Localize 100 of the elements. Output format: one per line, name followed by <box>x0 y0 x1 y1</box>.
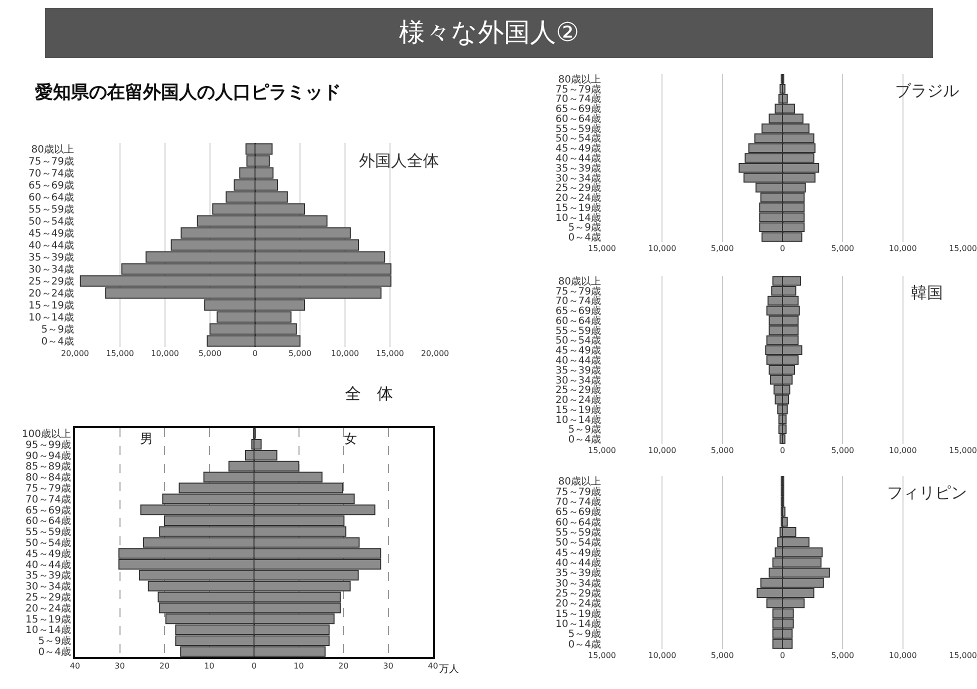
y-tick-label: 75～79歳 <box>556 285 601 298</box>
y-tick-label: 40～44歳 <box>556 354 601 366</box>
y-tick-label: 5～9歳 <box>38 635 71 648</box>
x-tick-label: 20 <box>159 662 170 671</box>
y-tick-label: 70～74歳 <box>26 493 71 506</box>
y-tick-label: 60～64歳 <box>556 516 601 528</box>
x-tick-label: 10,000 <box>888 446 917 455</box>
x-tick-label: 10,000 <box>888 651 917 660</box>
y-tick-label: 40～44歳 <box>556 152 601 164</box>
y-tick-label: 35～39歳 <box>556 567 601 580</box>
y-tick-label: 35～39歳 <box>556 364 601 376</box>
y-tick-label: 75～79歳 <box>556 486 601 498</box>
y-tick-label: 65～69歳 <box>28 180 74 192</box>
x-tick-label: 15,000 <box>588 446 616 455</box>
x-tick-label: 10,000 <box>648 446 676 455</box>
x-tick-label: 10,000 <box>888 244 917 253</box>
x-tick-label: 40 <box>70 662 80 671</box>
chart-title: 全 体 <box>345 384 393 403</box>
y-tick-label: 60～64歳 <box>26 515 71 528</box>
annotation: 女 <box>344 432 357 447</box>
x-tick-label: 15,000 <box>949 244 977 253</box>
x-tick-label: 10,000 <box>331 349 359 358</box>
y-tick-label: 15～19歳 <box>28 300 74 312</box>
x-tick-label: 10 <box>294 662 304 671</box>
y-tick-label: 55～59歳 <box>556 324 601 337</box>
y-tick-label: 65～69歳 <box>26 504 71 516</box>
y-tick-label: 35～39歳 <box>28 252 74 264</box>
x-tick-label: 15,000 <box>588 244 616 253</box>
y-tick-label: 95～99歳 <box>26 438 71 451</box>
x-tick-label: 0 <box>251 662 257 671</box>
y-tick-label: 75～79歳 <box>28 156 74 168</box>
y-tick-label: 60～64歳 <box>556 112 601 125</box>
y-tick-label: 70～74歳 <box>556 496 601 508</box>
y-tick-label: 35～39歳 <box>556 162 601 174</box>
y-tick-label: 30～34歳 <box>26 580 71 593</box>
x-tick-label: 5,000 <box>831 651 854 660</box>
y-tick-label: 75～79歳 <box>26 482 71 494</box>
x-tick-label: 5,000 <box>831 244 854 253</box>
x-tick-label: 5,000 <box>831 446 854 455</box>
x-tick-label: 0 <box>780 244 786 253</box>
y-tick-label: 25～29歳 <box>26 592 71 604</box>
x-tick-label: 20 <box>338 662 349 671</box>
x-tick-label: 15,000 <box>588 651 616 660</box>
y-tick-label: 15～19歳 <box>556 404 601 416</box>
y-tick-label: 55～59歳 <box>28 204 74 216</box>
y-tick-label: 15～19歳 <box>556 608 601 620</box>
y-tick-label: 55～59歳 <box>26 526 71 538</box>
y-tick-label: 80歳以上 <box>31 144 74 156</box>
x-tick-label: 0 <box>252 349 258 358</box>
y-tick-label: 10～14歳 <box>556 212 601 224</box>
y-tick-label: 0～4歳 <box>568 638 601 650</box>
text: 韓国 <box>911 283 943 302</box>
y-tick-label: 5～9歳 <box>41 324 74 336</box>
y-tick-label: 40～44歳 <box>28 240 74 252</box>
x-tick-label: 15,000 <box>106 349 134 358</box>
y-tick-label: 55～59歳 <box>556 122 601 135</box>
y-tick-label: 10～14歳 <box>556 414 601 426</box>
y-tick-label: 30～34歳 <box>556 374 601 386</box>
y-tick-label: 65～69歳 <box>556 506 601 518</box>
y-tick-label: 20～24歳 <box>556 598 601 610</box>
y-tick-label: 80歳以上 <box>558 73 601 86</box>
y-tick-label: 40～44歳 <box>26 558 71 571</box>
x-tick-label: 20,000 <box>61 349 89 358</box>
y-tick-label: 30～34歳 <box>556 577 601 590</box>
x-tick-label: 5,000 <box>710 651 734 660</box>
x-tick-label: 20,000 <box>421 349 449 358</box>
y-tick-label: 5～9歳 <box>568 628 601 640</box>
y-tick-label: 50～54歳 <box>26 537 71 549</box>
y-tick-label: 10～14歳 <box>28 312 74 324</box>
y-tick-label: 100歳以上 <box>22 428 71 440</box>
text: 様々な外国人② <box>45 8 933 58</box>
y-tick-label: 55～59歳 <box>556 526 601 538</box>
y-tick-label: 45～49歳 <box>28 228 74 240</box>
x-tick-label: 10,000 <box>151 349 179 358</box>
x-axis-title: 万人 <box>439 664 459 675</box>
x-tick-label: 0 <box>780 651 786 660</box>
y-tick-label: 60～64歳 <box>28 192 74 204</box>
text: ブラジル <box>895 81 959 100</box>
y-tick-label: 25～29歳 <box>28 276 74 288</box>
y-tick-label: 80歳以上 <box>558 275 601 288</box>
y-tick-label: 15～19歳 <box>26 613 71 626</box>
y-tick-label: 80～84歳 <box>26 472 71 484</box>
x-tick-label: 10,000 <box>648 651 676 660</box>
y-tick-label: 50～54歳 <box>28 216 74 228</box>
x-tick-label: 15,000 <box>376 349 404 358</box>
y-tick-label: 70～74歳 <box>28 168 74 180</box>
x-tick-label: 5,000 <box>710 244 734 253</box>
y-tick-label: 60～64歳 <box>556 314 601 327</box>
text: フィリピン <box>887 483 967 502</box>
y-tick-label: 75～79歳 <box>556 83 601 96</box>
y-tick-label: 30～34歳 <box>556 172 601 184</box>
y-tick-label: 45～49歳 <box>556 546 601 559</box>
y-tick-label: 0～4歳 <box>41 336 74 348</box>
y-tick-label: 0～4歳 <box>38 646 71 658</box>
y-tick-label: 0～4歳 <box>568 232 601 244</box>
x-tick-label: 0 <box>780 446 786 455</box>
y-tick-label: 85～89歳 <box>26 460 71 473</box>
y-tick-label: 50～54歳 <box>556 536 601 549</box>
y-tick-label: 35～39歳 <box>26 570 71 582</box>
x-tick-label: 5,000 <box>198 349 222 358</box>
